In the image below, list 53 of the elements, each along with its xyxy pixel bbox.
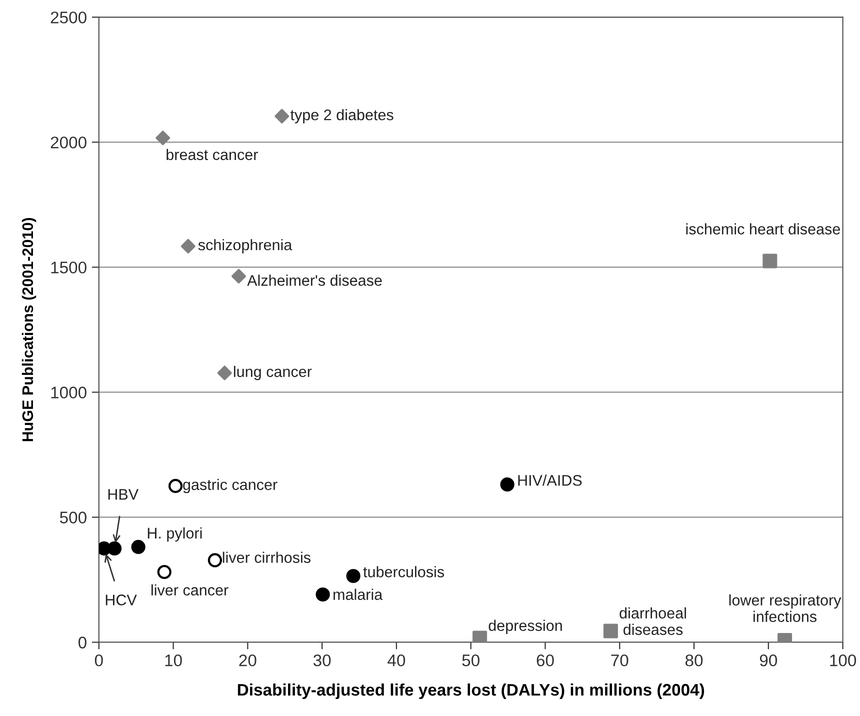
annotation: H. pylori [148,527,202,542]
y-tick-label: 1000 [51,386,86,398]
annotation: breast cancer [166,148,258,160]
annotation: liver cirrhosis [222,552,310,563]
y-tick-label: 2000 [50,136,86,148]
annotation: ischemic heart disease [686,223,840,235]
point [316,587,330,602]
point [168,478,183,494]
annotation: HBV [108,489,138,500]
point [603,624,618,638]
point [180,238,196,254]
point [274,108,290,124]
y-tick-label: 0 [78,636,86,648]
y-tick-label: 1500 [51,262,86,274]
point [500,477,514,492]
x-tick-label: 20 [239,654,256,666]
point [131,540,146,554]
y-tick-label: 500 [60,512,86,524]
y-tick-label: 2500 [50,12,86,24]
point [762,254,778,268]
annotation: type 2 diabetes [290,109,394,124]
x-tick-label: 0 [94,654,103,666]
annotation: diarrhoeal diseases [620,607,686,635]
point [208,553,222,568]
annotation: schizophrenia [198,239,292,254]
x-tick-label: 60 [536,654,554,666]
annotation: lung cancer [234,366,312,380]
annotation: HCV [106,594,137,606]
y-axis-title: HuGE Publications (2001-2010) [22,218,36,442]
x-tick-label: 30 [313,654,331,666]
point [231,268,246,284]
annotation: depression [488,620,562,634]
annotation: liver cancer [152,584,228,596]
annotation: HIV/AIDS [518,474,582,486]
annotation: Alzheimer's disease [247,274,382,286]
x-tick-label: 70 [611,654,628,666]
x-axis-title: Disability-adjusted life years lost (DALYs) in millions (2004) [238,683,704,700]
point [346,568,360,584]
x-tick-label: 100 [830,654,856,666]
point [156,130,170,146]
point [157,564,172,580]
x-tick-label: 10 [165,654,182,666]
annotation: malaria [334,588,383,600]
x-tick-label: 40 [388,654,406,666]
point [217,366,232,380]
x-tick-label: 80 [685,654,703,666]
x-tick-label: 50 [462,654,480,666]
point [107,541,122,556]
annotation: gastric cancer [183,478,278,494]
x-tick-label: 90 [760,654,778,666]
annotation: lower respiratory infections [729,594,842,622]
annotation: tuberculosis [363,566,444,578]
point [472,630,488,642]
